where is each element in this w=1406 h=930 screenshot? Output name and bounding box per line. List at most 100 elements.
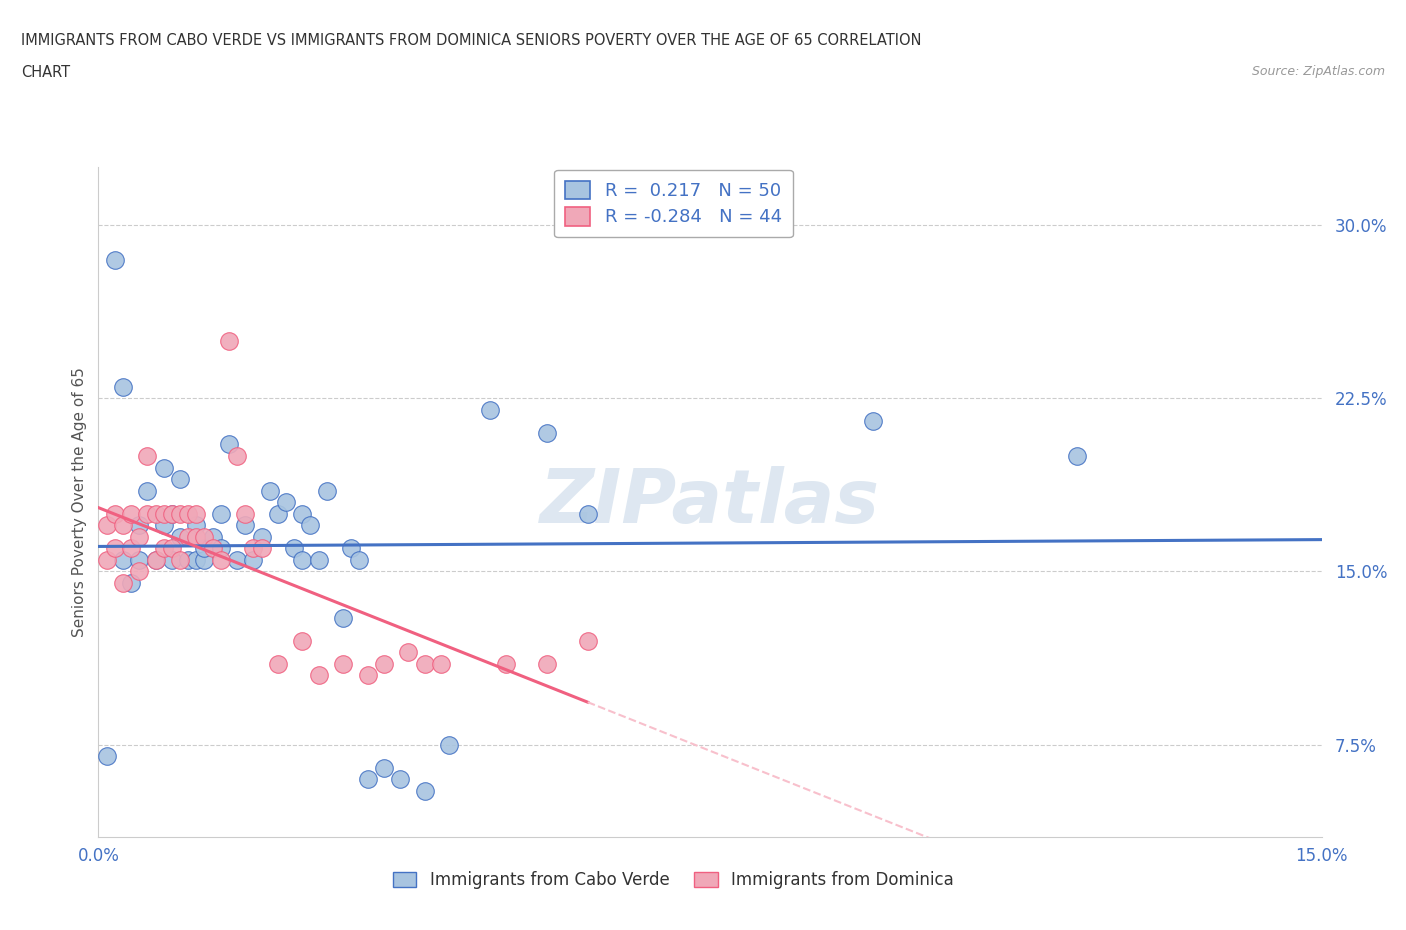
Point — [128, 518, 150, 533]
Point — [396, 644, 419, 659]
Point — [160, 552, 183, 567]
Point — [136, 448, 159, 463]
Point — [274, 495, 297, 510]
Point — [111, 379, 134, 394]
Point — [186, 529, 208, 544]
Text: CHART: CHART — [21, 65, 70, 80]
Point — [160, 506, 183, 521]
Point — [299, 518, 322, 533]
Point — [373, 657, 395, 671]
Point — [267, 657, 290, 671]
Point — [259, 484, 281, 498]
Point — [218, 333, 240, 348]
Point — [413, 783, 436, 798]
Point — [128, 564, 150, 578]
Point — [356, 668, 378, 683]
Point — [495, 657, 517, 671]
Point — [104, 252, 127, 267]
Point — [120, 541, 142, 556]
Point — [145, 552, 167, 567]
Point — [96, 749, 118, 764]
Point — [209, 541, 232, 556]
Point — [233, 506, 256, 521]
Point — [128, 529, 150, 544]
Text: IMMIGRANTS FROM CABO VERDE VS IMMIGRANTS FROM DOMINICA SENIORS POVERTY OVER THE : IMMIGRANTS FROM CABO VERDE VS IMMIGRANTS… — [21, 33, 921, 47]
Point — [152, 518, 174, 533]
Point — [120, 576, 142, 591]
Point — [128, 552, 150, 567]
Point — [283, 541, 305, 556]
Point — [349, 552, 371, 567]
Point — [120, 506, 142, 521]
Point — [250, 529, 273, 544]
Point — [209, 552, 232, 567]
Point — [226, 448, 249, 463]
Point — [332, 610, 354, 625]
Point — [152, 506, 174, 521]
Legend: Immigrants from Cabo Verde, Immigrants from Dominica: Immigrants from Cabo Verde, Immigrants f… — [387, 864, 960, 896]
Point — [576, 506, 599, 521]
Point — [332, 657, 354, 671]
Point — [862, 414, 884, 429]
Text: ZIPatlas: ZIPatlas — [540, 466, 880, 538]
Point — [291, 633, 314, 648]
Point — [373, 761, 395, 776]
Point — [145, 506, 167, 521]
Point — [413, 657, 436, 671]
Point — [96, 518, 118, 533]
Point — [193, 529, 215, 544]
Point — [576, 633, 599, 648]
Point — [242, 541, 264, 556]
Point — [136, 506, 159, 521]
Point — [160, 506, 183, 521]
Point — [291, 506, 314, 521]
Point — [242, 552, 264, 567]
Point — [218, 437, 240, 452]
Point — [186, 506, 208, 521]
Y-axis label: Seniors Poverty Over the Age of 65: Seniors Poverty Over the Age of 65 — [72, 367, 87, 637]
Point — [193, 541, 215, 556]
Point — [389, 772, 412, 787]
Point — [193, 552, 215, 567]
Point — [186, 552, 208, 567]
Point — [111, 518, 134, 533]
Point — [437, 737, 460, 752]
Point — [152, 541, 174, 556]
Point — [169, 529, 191, 544]
Point — [291, 552, 314, 567]
Point — [104, 506, 127, 521]
Point — [169, 472, 191, 486]
Point — [201, 529, 224, 544]
Point — [177, 506, 200, 521]
Point — [430, 657, 453, 671]
Point — [96, 552, 118, 567]
Point — [111, 576, 134, 591]
Point — [536, 426, 558, 441]
Point — [177, 529, 200, 544]
Point — [186, 518, 208, 533]
Point — [226, 552, 249, 567]
Point — [169, 552, 191, 567]
Point — [152, 460, 174, 475]
Text: Source: ZipAtlas.com: Source: ZipAtlas.com — [1251, 65, 1385, 78]
Point — [1066, 448, 1088, 463]
Point — [201, 541, 224, 556]
Point — [340, 541, 363, 556]
Point — [536, 657, 558, 671]
Point — [209, 506, 232, 521]
Point — [169, 506, 191, 521]
Point — [478, 403, 501, 418]
Point — [308, 668, 330, 683]
Point — [136, 484, 159, 498]
Point — [145, 552, 167, 567]
Point — [315, 484, 337, 498]
Point — [104, 541, 127, 556]
Point — [177, 552, 200, 567]
Point — [267, 506, 290, 521]
Point — [160, 541, 183, 556]
Point — [308, 552, 330, 567]
Point — [233, 518, 256, 533]
Point — [111, 552, 134, 567]
Point — [356, 772, 378, 787]
Point — [250, 541, 273, 556]
